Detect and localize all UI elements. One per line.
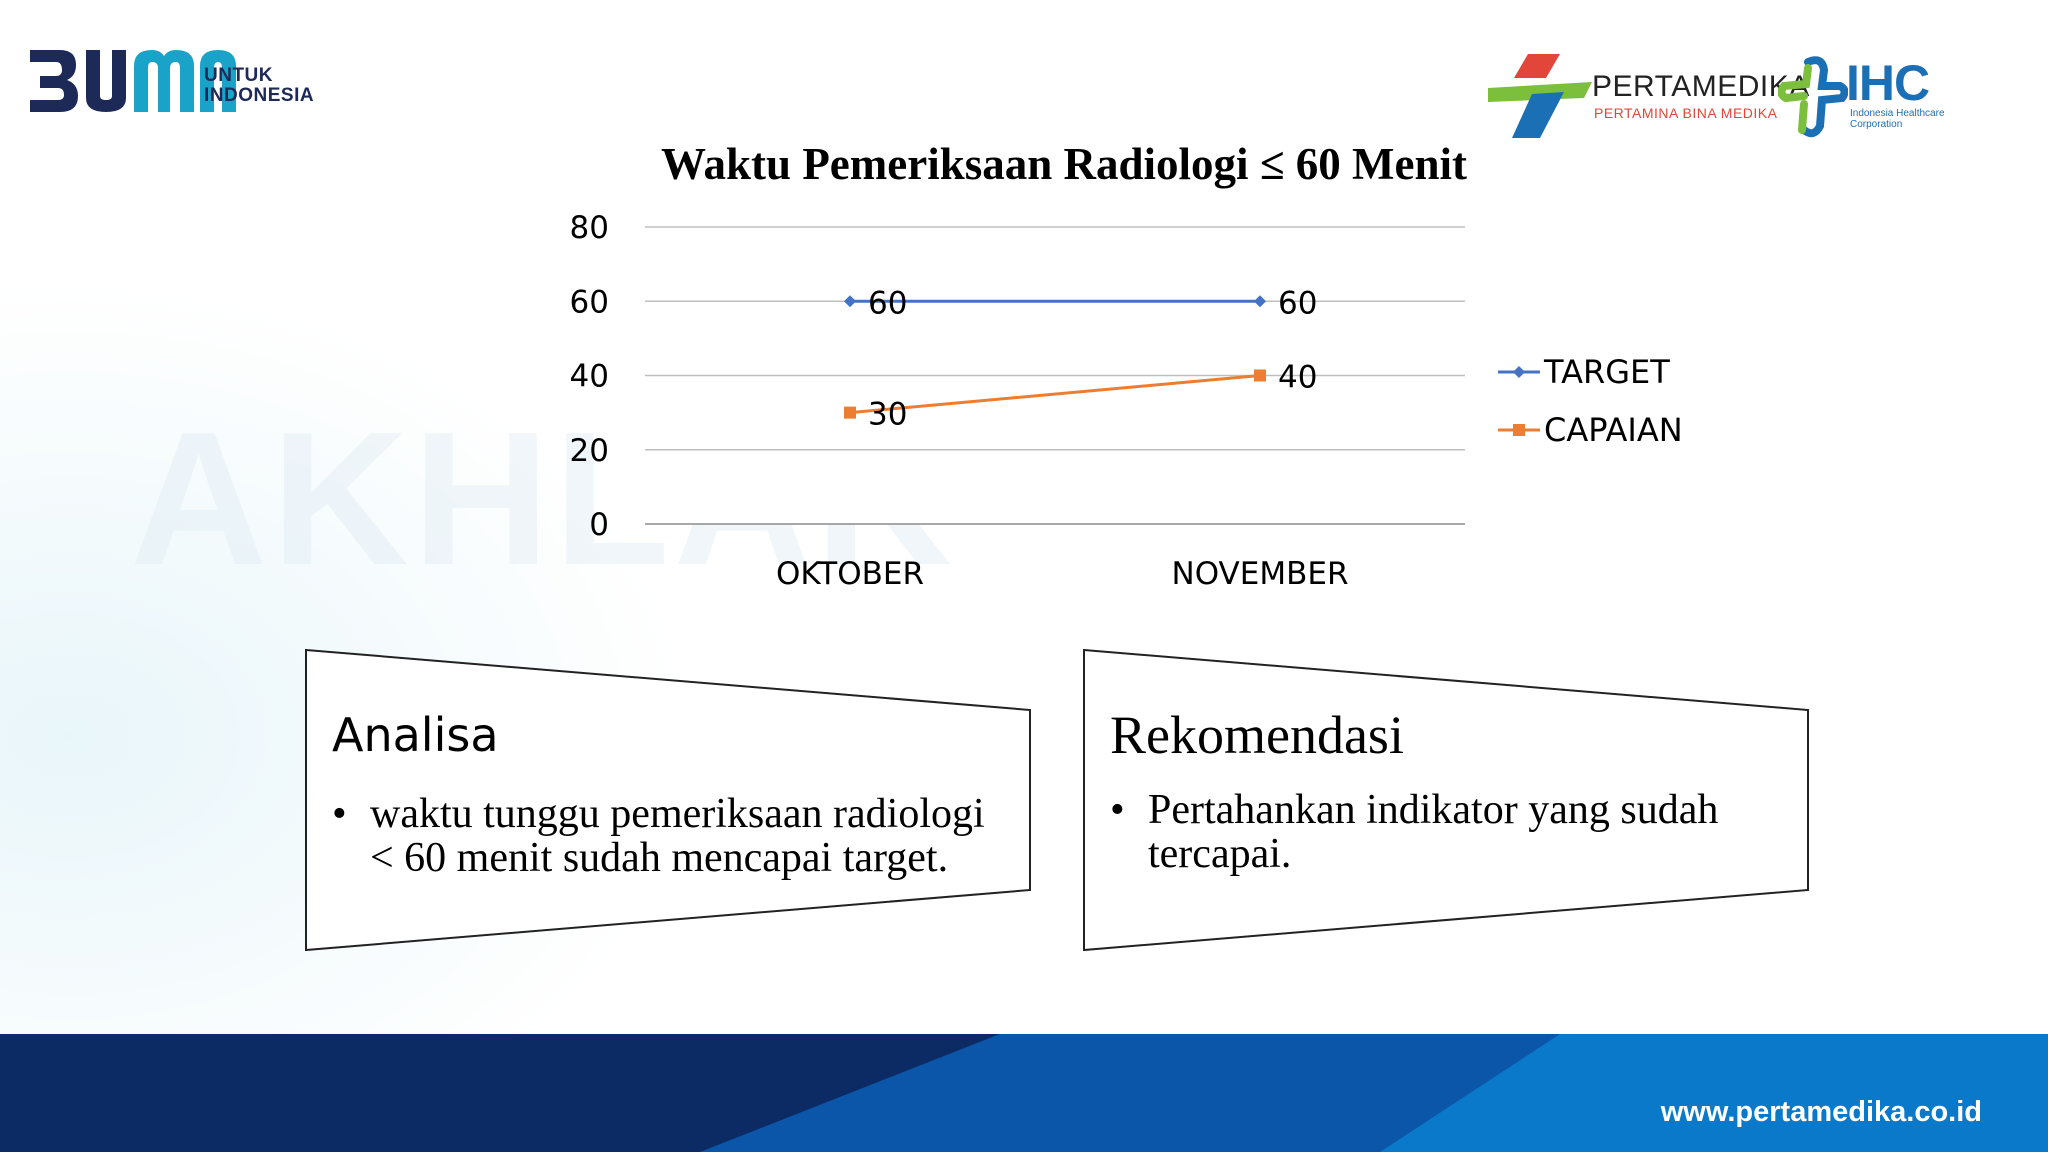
y-tick-label: 0 <box>589 507 609 543</box>
rekomendasi-list: Pertahankan indikator yang sudah tercapa… <box>1110 788 1770 876</box>
ihc-logo <box>1778 56 1848 138</box>
website-url[interactable]: www.pertamedika.co.id <box>1660 1096 1982 1128</box>
list-item: Pertahankan indikator yang sudah tercapa… <box>1110 788 1770 876</box>
footer-banner: www.pertamedika.co.id <box>0 1034 2048 1152</box>
x-tick-label: OKTOBER <box>776 556 924 592</box>
y-tick-label: 40 <box>570 359 609 395</box>
bumn-logo-subtitle: UNTUK INDONESIA <box>204 65 315 106</box>
x-tick-label: NOVEMBER <box>1172 556 1349 592</box>
pertamedika-logo <box>1488 54 1592 138</box>
pertamedika-name: PERTAMEDIKA <box>1592 70 1810 103</box>
y-tick-label: 80 <box>570 210 609 246</box>
legend-label: CAPAIAN <box>1544 411 1683 449</box>
data-label: 60 <box>868 285 907 321</box>
analisa-box: Analisa waktu tunggu pemeriksaan radiolo… <box>304 648 1032 952</box>
y-tick-label: 20 <box>570 433 609 469</box>
data-point <box>844 295 856 308</box>
footer-background <box>0 1034 2048 1152</box>
legend-marker <box>1513 424 1525 436</box>
rekomendasi-box: Rekomendasi Pertahankan indikator yang s… <box>1082 648 1810 952</box>
y-tick-label: 60 <box>570 284 609 320</box>
bumn-logo <box>30 50 236 112</box>
legend-marker <box>1513 366 1525 378</box>
ihc-name: IHC <box>1846 55 1930 111</box>
analisa-title: Analisa <box>332 708 499 762</box>
data-point <box>1254 295 1266 308</box>
data-point <box>1254 369 1266 382</box>
series-line-capaian <box>849 374 1261 415</box>
pertamedika-subtitle: PERTAMINA BINA MEDIKA <box>1594 105 1778 121</box>
rekomendasi-title: Rekomendasi <box>1110 705 1404 765</box>
data-label: 40 <box>1278 360 1317 396</box>
data-label: 60 <box>1278 285 1317 321</box>
chart-title: Waktu Pemeriksaan Radiologi ≤ 60 Menit <box>661 139 1467 189</box>
legend-label: TARGET <box>1543 353 1670 391</box>
data-label: 30 <box>868 397 907 433</box>
ihc-subtitle: Indonesia Healthcare Corporation <box>1850 108 1945 130</box>
analisa-list: waktu tunggu pemeriksaan radiologi < 60 … <box>332 792 992 880</box>
list-item: waktu tunggu pemeriksaan radiologi < 60 … <box>332 792 992 880</box>
data-point <box>844 406 856 419</box>
